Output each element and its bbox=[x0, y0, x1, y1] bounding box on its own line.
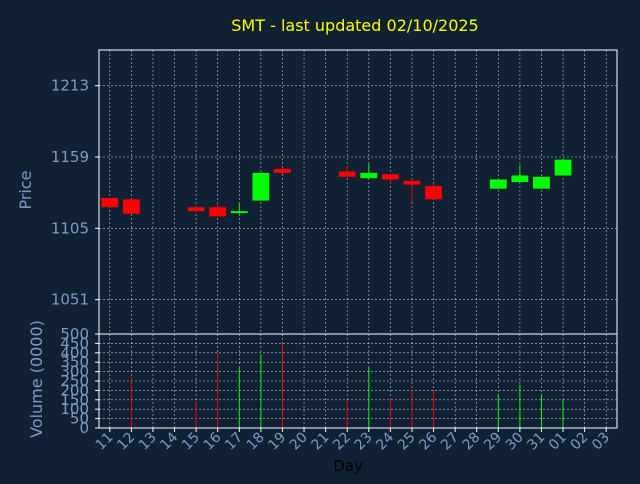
candle-body bbox=[381, 174, 399, 180]
candle-body bbox=[511, 175, 529, 183]
volume-tick-label: 0 bbox=[79, 419, 89, 437]
candle-body bbox=[252, 172, 270, 201]
x-tick-label: 28 bbox=[460, 430, 484, 454]
price-tick-label: 1105 bbox=[51, 219, 89, 237]
candle-body bbox=[425, 186, 442, 200]
candle-body bbox=[360, 172, 378, 179]
x-tick-label: 01 bbox=[546, 430, 570, 454]
candle-body bbox=[209, 207, 227, 217]
volume-tick-label: 400 bbox=[60, 344, 89, 362]
x-tick-label: 20 bbox=[287, 430, 311, 454]
x-tick-label: 25 bbox=[395, 430, 419, 454]
x-tick-label: 31 bbox=[524, 430, 548, 454]
x-tick-label: 30 bbox=[503, 430, 527, 454]
candle-body bbox=[533, 176, 550, 189]
x-tick-label: 12 bbox=[114, 430, 138, 454]
x-tick-label: 27 bbox=[438, 430, 462, 454]
volume-panel-frame bbox=[98, 333, 618, 429]
x-tick-label: 02 bbox=[568, 430, 592, 454]
price-tick-label: 1159 bbox=[51, 148, 89, 166]
x-tick-label: 16 bbox=[201, 429, 225, 453]
x-axis-label: Day bbox=[333, 457, 363, 475]
candle-body bbox=[403, 180, 421, 185]
price-y-ticks: 1051 1105 1159 1213 bbox=[51, 77, 99, 309]
x-tick-label: 19 bbox=[265, 430, 289, 454]
price-tick-label: 1213 bbox=[51, 77, 89, 95]
volume-tick-label: 150 bbox=[60, 391, 89, 409]
candles bbox=[101, 159, 572, 217]
x-tick-label: 22 bbox=[330, 430, 354, 454]
volume-tick-label: 200 bbox=[60, 381, 89, 399]
x-tick-label: 15 bbox=[179, 430, 203, 454]
x-tick-label: 18 bbox=[244, 430, 268, 454]
x-tick-label: 11 bbox=[93, 430, 117, 454]
price-grid bbox=[99, 50, 617, 334]
volume-tick-label: 500 bbox=[60, 325, 89, 343]
candle-body bbox=[122, 199, 140, 214]
x-tick-label: 23 bbox=[352, 430, 376, 454]
candle-body bbox=[230, 211, 248, 214]
volume-tick-label: 450 bbox=[60, 334, 89, 352]
x-tick-label: 13 bbox=[136, 430, 160, 454]
price-panel-frame bbox=[98, 49, 618, 335]
x-tick-label: 21 bbox=[309, 430, 333, 454]
candle-body bbox=[187, 207, 205, 212]
volume-bars bbox=[130, 343, 564, 428]
price-tick-label: 1051 bbox=[51, 291, 89, 309]
x-tick-label: 17 bbox=[222, 430, 246, 454]
x-tick-label: 24 bbox=[373, 429, 397, 453]
volume-tick-label: 50 bbox=[70, 410, 89, 428]
candle-body bbox=[554, 159, 572, 176]
x-ticks: 1112131415161718192021222324252627282930… bbox=[93, 428, 613, 453]
chart-title: SMT - last updated 02/10/2025 bbox=[231, 16, 478, 35]
price-axis-label: Price bbox=[16, 170, 35, 209]
volume-tick-label: 100 bbox=[60, 400, 89, 418]
x-tick-label: 14 bbox=[157, 429, 181, 453]
volume-tick-label: 250 bbox=[60, 372, 89, 390]
x-tick-label: 26 bbox=[416, 429, 440, 453]
x-tick-label: 03 bbox=[589, 430, 613, 454]
volume-tick-label: 350 bbox=[60, 353, 89, 371]
candle-body bbox=[489, 179, 507, 189]
volume-grid bbox=[99, 334, 617, 428]
volume-axis-label: Volume (0000) bbox=[27, 320, 46, 438]
x-tick-label: 29 bbox=[481, 430, 505, 454]
candle-body bbox=[101, 197, 119, 208]
candle-body bbox=[338, 171, 356, 177]
candle-body bbox=[274, 168, 291, 173]
volume-tick-label: 300 bbox=[60, 363, 89, 381]
